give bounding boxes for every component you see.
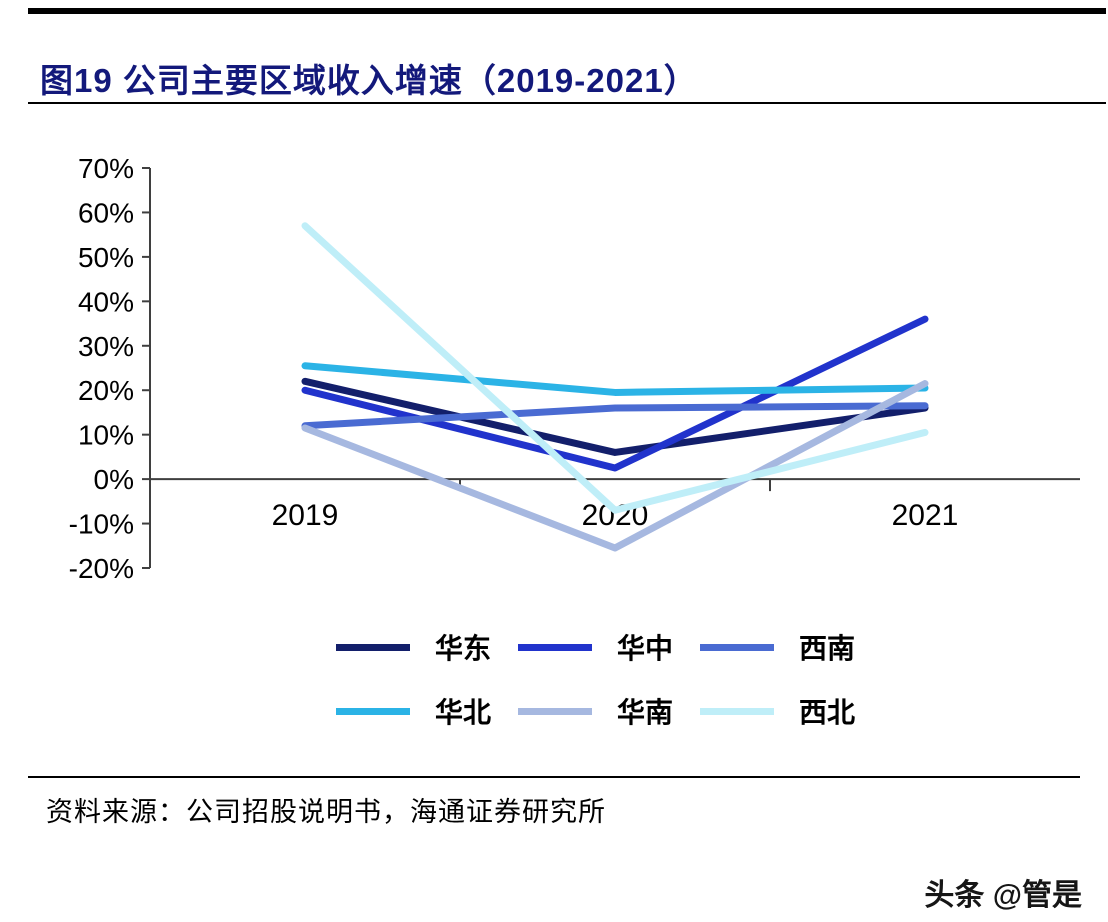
legend-item: 西北 [700,694,882,728]
legend-label: 西北 [799,697,856,728]
watermark: 头条 @管是 [924,879,1082,912]
title-divider [28,102,1106,104]
legend-item: 西南 [700,630,882,664]
y-axis-tick-label: 10% [78,420,134,451]
legend-swatch [700,707,774,715]
x-axis-tick-label: 2021 [892,499,959,532]
legend-item: 华中 [518,630,700,664]
legend-item: 华南 [518,694,700,728]
legend-label: 西南 [799,633,856,664]
chart-legend: 华东 华中 西南华北 华南 西北 [336,630,882,728]
y-axis-tick-label: 0% [94,464,134,495]
legend-label: 华北 [435,697,492,728]
series-line [301,315,929,472]
footer-divider [28,776,1080,778]
y-axis-tick-label: 20% [78,375,134,406]
legend-label: 华东 [435,633,492,664]
y-axis-tick-label: -10% [69,509,134,540]
series-line [301,362,929,396]
y-axis-tick-label: 70% [78,153,134,184]
legend-swatch [518,643,592,651]
legend-swatch [336,707,410,715]
y-axis-tick-label: 50% [78,242,134,273]
series-line [301,380,929,552]
series-line [301,222,929,514]
line-chart: 70%60%50%40%30%20%10%0%-10%-20%2019 2020 2… [69,153,1080,584]
source-note: 资料来源：公司招股说明书，海通证券研究所 [46,797,606,827]
legend-label: 华中 [617,633,674,664]
y-axis-tick-label: 30% [78,331,134,362]
figure-title: 图19 公司主要区域收入增速（2019-2021） [40,62,698,100]
x-axis-tick-label: 2019 [272,499,339,532]
top-rule [28,8,1106,14]
series-line [301,377,929,456]
legend-item: 华东 [336,630,518,664]
legend-swatch [700,643,774,651]
legend-item: 华北 [336,694,518,728]
legend-swatch [336,643,410,651]
y-axis-tick-label: 40% [78,286,134,317]
y-axis-tick-label: 60% [78,197,134,228]
legend-swatch [518,707,592,715]
series-line [301,402,929,430]
legend-label: 华南 [617,697,674,728]
y-axis-tick-label: -20% [69,553,134,584]
